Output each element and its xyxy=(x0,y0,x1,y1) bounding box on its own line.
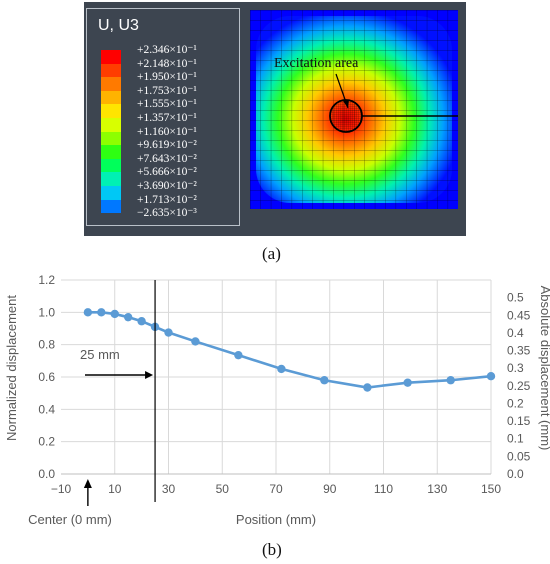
legend-level-label: +2.346×10⁻¹ xyxy=(137,44,197,56)
data-point xyxy=(164,328,173,337)
y2-tick-label: 0.35 xyxy=(507,344,531,358)
contour-legend: U, U3 +2.346×10⁻¹ +2.148×10⁻¹ +1.950×10⁻¹ +… xyxy=(86,8,240,226)
excitation-area-label: Excitation area xyxy=(274,56,359,71)
y2-tick-label: 0.05 xyxy=(507,449,531,463)
data-point xyxy=(403,378,412,387)
x-tick-label: 70 xyxy=(269,482,283,496)
legend-swatch xyxy=(101,118,121,132)
legend-level-label: +3.690×10⁻² xyxy=(137,180,197,192)
y2-tick-label: 0.25 xyxy=(507,379,531,393)
legend-swatch xyxy=(101,199,121,214)
y-tick-label: 1.2 xyxy=(38,273,55,287)
data-point xyxy=(277,364,286,374)
y2-tick-label: 0.0 xyxy=(507,467,524,481)
data-point xyxy=(486,371,496,381)
y2-tick-label: 0.15 xyxy=(507,414,531,428)
legend-level-label: +1.753×10⁻¹ xyxy=(137,84,197,97)
y-axis-label: Normalized displacement xyxy=(4,295,19,441)
y2-tick-label: 0.2 xyxy=(507,396,524,410)
legend-swatch xyxy=(101,90,121,105)
y2-tick-label: 0.5 xyxy=(507,291,524,305)
legend-level-label: +2.148×10⁻¹ xyxy=(137,57,197,70)
data-point xyxy=(83,308,93,317)
grid-lines xyxy=(61,279,492,475)
data-point xyxy=(191,337,200,346)
legend-level-label: +1.160×10⁻¹ xyxy=(137,125,197,138)
y-tick-label: 0.2 xyxy=(38,435,55,449)
legend-swatch xyxy=(101,131,121,146)
legend-title: U, U3 xyxy=(98,17,139,34)
data-point xyxy=(446,376,455,385)
annotations: 25 mm Center (0 mm) xyxy=(28,280,156,527)
axes: 0.0 0.2 0.4 0.6 0.8 1.0 1.2 −10 10 30 50 70 90 110 130… xyxy=(38,273,530,496)
contour-map xyxy=(250,10,458,209)
x-tick-label: 130 xyxy=(427,482,447,496)
legend-level-label: −2.635×10⁻³ xyxy=(137,207,197,220)
legend-level-label: +7.643×10⁻² xyxy=(137,152,197,165)
x-axis-label: Position (mm) xyxy=(236,512,316,527)
x-tick-label: 150 xyxy=(481,482,501,496)
y-tick-label: 1.0 xyxy=(38,305,55,319)
legend-level-label: +1.555×10⁻¹ xyxy=(137,98,197,111)
x-tick-label: 90 xyxy=(323,482,337,496)
data-point xyxy=(234,350,243,360)
data-point xyxy=(320,376,329,385)
annotation-center: Center (0 mm) xyxy=(28,512,112,527)
series-normalized xyxy=(83,308,496,392)
annotation-arrow-head xyxy=(145,371,154,379)
x-tick-label: 110 xyxy=(374,482,393,496)
y-tick-label: 0.8 xyxy=(38,338,55,352)
y-tick-label: 0.4 xyxy=(38,402,55,416)
legend-swatch xyxy=(101,145,121,159)
y2-axis-label: Absolute displacement (mm) xyxy=(538,286,550,451)
legend-swatch xyxy=(101,158,121,173)
y2-tick-label: 0.45 xyxy=(507,308,531,322)
y-tick-label: 0.0 xyxy=(38,467,55,481)
contour-panel: U, U3 +2.346×10⁻¹ +2.148×10⁻¹ +1.950×10⁻¹ +… xyxy=(84,2,466,236)
center-arrow-head xyxy=(83,479,92,488)
x-tick-label: 30 xyxy=(162,482,176,496)
legend-swatch xyxy=(101,104,121,118)
legend-level-label: +1.357×10⁻¹ xyxy=(137,112,197,124)
caption-a: (a) xyxy=(262,244,281,263)
legend-level-label: +9.619×10⁻² xyxy=(137,139,197,152)
legend-level-label: +1.713×10⁻² xyxy=(137,193,197,206)
legend-swatch xyxy=(101,186,121,200)
legend-level-label: +1.950×10⁻¹ xyxy=(137,71,197,84)
y2-tick-label: 0.4 xyxy=(507,326,524,340)
data-point xyxy=(123,312,133,322)
legend-swatch xyxy=(101,63,121,78)
legend-swatch xyxy=(101,77,121,91)
annotation-25mm: 25 mm xyxy=(80,347,120,362)
x-tick-label: −10 xyxy=(51,482,72,496)
x-tick-label: 10 xyxy=(108,482,122,496)
legend-level-label: +5.666×10⁻² xyxy=(137,166,197,179)
y2-tick-label: 0.1 xyxy=(507,432,524,446)
y2-tick-label: 0.3 xyxy=(507,361,524,375)
data-point xyxy=(97,308,106,317)
legend-swatch xyxy=(101,172,121,186)
x-tick-label: 50 xyxy=(216,482,230,496)
caption-b: (b) xyxy=(262,540,282,559)
displacement-chart: 0.0 0.2 0.4 0.6 0.8 1.0 1.2 −10 10 30 50 70 90 110 130… xyxy=(4,273,550,527)
data-point xyxy=(110,309,119,319)
y-tick-label: 0.6 xyxy=(38,370,55,384)
legend-swatch xyxy=(101,50,121,64)
data-point xyxy=(363,383,372,392)
data-point xyxy=(137,317,146,326)
